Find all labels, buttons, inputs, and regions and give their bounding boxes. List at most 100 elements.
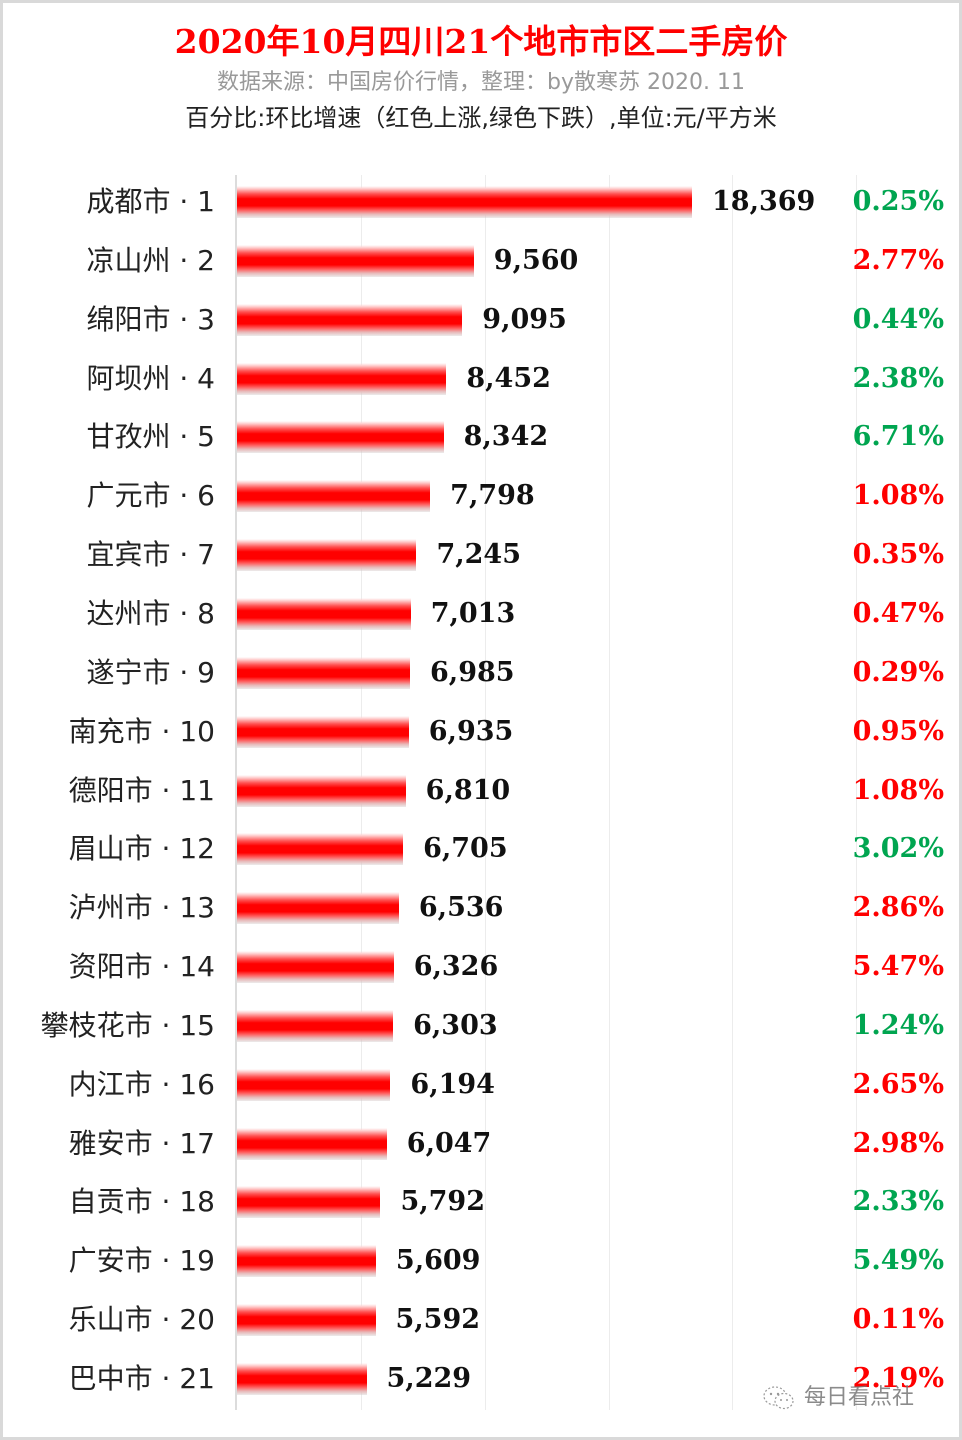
bar-row: 绵阳市 · 3 9,095 0.44% bbox=[0, 291, 962, 349]
value-label: 6,536 bbox=[418, 892, 504, 923]
bar-row: 凉山州 · 2 9,560 2.77% bbox=[0, 232, 962, 290]
category-label: 自贡市 · 18 bbox=[68, 1185, 215, 1218]
value-label: 6,326 bbox=[413, 951, 499, 982]
category-label: 宜宾市 · 7 bbox=[86, 538, 215, 571]
bar bbox=[237, 245, 474, 277]
chart-subtitle: 数据来源：中国房价行情，整理：by散寒苏 2020. 11 bbox=[217, 70, 745, 95]
mom-change-label: 1.24% bbox=[852, 1010, 944, 1041]
bar bbox=[237, 363, 447, 395]
bar bbox=[237, 186, 692, 218]
gridline bbox=[609, 175, 610, 1410]
category-label: 遂宁市 · 9 bbox=[86, 656, 215, 689]
mom-change-label: 5.47% bbox=[852, 951, 944, 982]
value-label: 6,705 bbox=[423, 833, 508, 864]
bar bbox=[237, 1304, 376, 1336]
mom-change-label: 2.65% bbox=[852, 1069, 944, 1100]
bar bbox=[237, 1186, 381, 1218]
category-label: 德阳市 · 11 bbox=[68, 774, 215, 807]
bar-row: 遂宁市 · 9 6,985 0.29% bbox=[0, 644, 962, 702]
value-label: 5,592 bbox=[395, 1304, 481, 1335]
bar-row: 雅安市 · 17 6,047 2.98% bbox=[0, 1115, 962, 1173]
gridline bbox=[856, 175, 857, 1410]
gridline bbox=[485, 175, 486, 1410]
y-axis-line bbox=[235, 175, 237, 1410]
value-label: 7,013 bbox=[430, 598, 516, 629]
bar-row: 资阳市 · 14 6,326 5.47% bbox=[0, 938, 962, 996]
value-label: 9,095 bbox=[482, 304, 567, 335]
bar bbox=[237, 1128, 387, 1160]
bar bbox=[237, 480, 431, 512]
mom-change-label: 0.11% bbox=[852, 1304, 944, 1335]
bar bbox=[237, 598, 411, 630]
value-label: 6,935 bbox=[428, 716, 514, 747]
chart-note: 百分比:环比增速（红色上涨,绿色下跌）,单位:元/平方米 bbox=[185, 104, 777, 132]
value-label: 5,609 bbox=[395, 1245, 481, 1276]
mom-change-label: 2.86% bbox=[852, 892, 944, 923]
bar-row: 达州市 · 8 7,013 0.47% bbox=[0, 585, 962, 643]
value-label: 6,985 bbox=[430, 657, 515, 688]
value-label: 6,194 bbox=[410, 1069, 495, 1100]
category-label: 广元市 · 6 bbox=[86, 479, 215, 512]
value-label: 5,792 bbox=[400, 1186, 485, 1217]
mom-change-label: 0.29% bbox=[852, 657, 944, 688]
mom-change-label: 3.02% bbox=[852, 833, 944, 864]
watermark: 每日看点社 bbox=[762, 1378, 914, 1418]
category-label: 南充市 · 10 bbox=[68, 715, 215, 748]
category-label: 阿坝州 · 4 bbox=[86, 362, 215, 395]
value-label: 7,798 bbox=[450, 480, 535, 511]
bar bbox=[237, 1363, 367, 1395]
value-label: 6,047 bbox=[406, 1128, 492, 1159]
bar-row: 内江市 · 16 6,194 2.65% bbox=[0, 1056, 962, 1114]
bar bbox=[237, 539, 417, 571]
category-label: 甘孜州 · 5 bbox=[86, 420, 215, 453]
bar bbox=[237, 716, 409, 748]
bar bbox=[237, 833, 404, 865]
bar-row: 广元市 · 6 7,798 1.08% bbox=[0, 467, 962, 525]
bar bbox=[237, 1245, 376, 1277]
mom-change-label: 1.08% bbox=[852, 480, 944, 511]
category-label: 绵阳市 · 3 bbox=[86, 303, 215, 336]
watermark-text: 每日看点社 bbox=[804, 1385, 915, 1410]
value-label: 8,452 bbox=[466, 363, 551, 394]
mom-change-label: 2.77% bbox=[852, 245, 944, 276]
category-label: 巴中市 · 21 bbox=[68, 1362, 215, 1395]
bar bbox=[237, 304, 463, 336]
bar-row: 乐山市 · 20 5,592 0.11% bbox=[0, 1291, 962, 1349]
bar bbox=[237, 1010, 394, 1042]
bar-row: 成都市 · 1 18,369 0.25% bbox=[0, 173, 962, 231]
mom-change-label: 6.71% bbox=[852, 421, 944, 452]
category-label: 资阳市 · 14 bbox=[68, 950, 215, 983]
bar bbox=[237, 892, 399, 924]
category-label: 达州市 · 8 bbox=[86, 597, 215, 630]
bar bbox=[237, 1069, 391, 1101]
mom-change-label: 0.44% bbox=[852, 304, 944, 335]
category-label: 攀枝花市 · 15 bbox=[40, 1009, 215, 1042]
bar-row: 甘孜州 · 5 8,342 6.71% bbox=[0, 408, 962, 466]
bar bbox=[237, 775, 406, 807]
wechat-icon bbox=[763, 1386, 794, 1410]
mom-change-label: 0.25% bbox=[852, 186, 944, 217]
mom-change-label: 2.98% bbox=[852, 1128, 944, 1159]
category-label: 广安市 · 19 bbox=[68, 1244, 215, 1277]
bar-row: 巴中市 · 21 5,229 2.19% bbox=[0, 1350, 962, 1408]
mom-change-label: 2.19% bbox=[852, 1363, 944, 1394]
value-label: 6,810 bbox=[425, 775, 511, 806]
mom-change-label: 0.95% bbox=[852, 716, 944, 747]
category-label: 眉山市 · 12 bbox=[68, 832, 215, 865]
bar-row: 攀枝花市 · 15 6,303 1.24% bbox=[0, 997, 962, 1055]
category-label: 雅安市 · 17 bbox=[68, 1127, 215, 1160]
bar-row: 德阳市 · 11 6,810 1.08% bbox=[0, 762, 962, 820]
category-label: 内江市 · 16 bbox=[68, 1068, 215, 1101]
bar bbox=[237, 657, 411, 689]
bar-row: 眉山市 · 12 6,705 3.02% bbox=[0, 820, 962, 878]
value-label: 6,303 bbox=[413, 1010, 498, 1041]
value-label: 7,245 bbox=[436, 539, 521, 570]
bar-row: 泸州市 · 13 6,536 2.86% bbox=[0, 879, 962, 937]
value-label: 5,229 bbox=[386, 1363, 472, 1394]
category-label: 泸州市 · 13 bbox=[68, 891, 215, 924]
bar-row: 阿坝州 · 4 8,452 2.38% bbox=[0, 350, 962, 408]
mom-change-label: 0.47% bbox=[852, 598, 944, 629]
mom-change-label: 1.08% bbox=[852, 775, 944, 806]
